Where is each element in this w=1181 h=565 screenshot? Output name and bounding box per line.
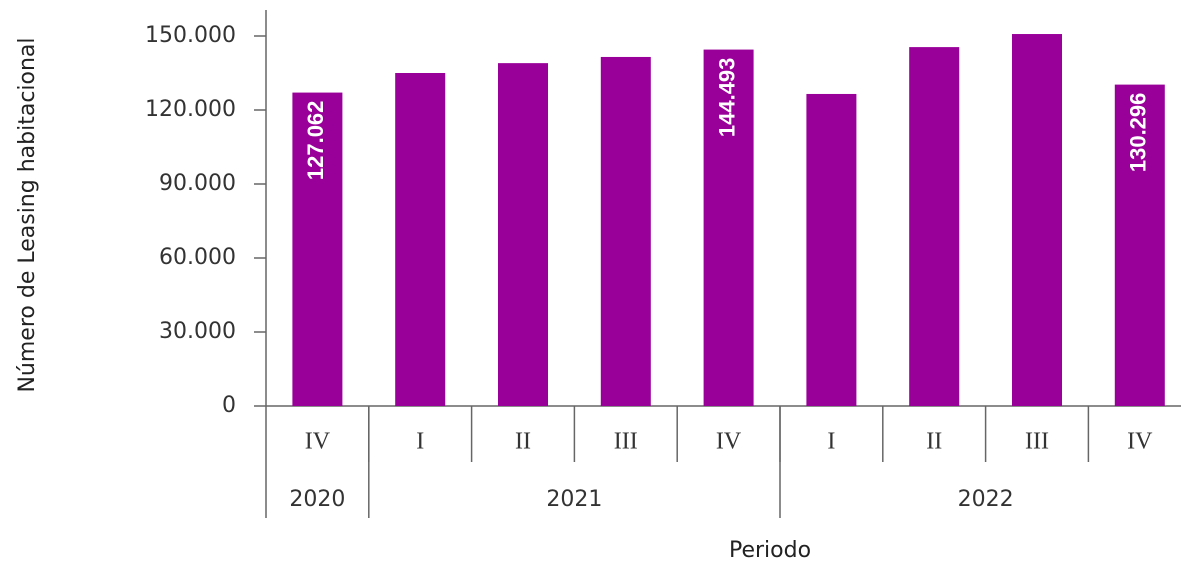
y-tick-label: 90.000 [159, 171, 236, 196]
value-label: 127.062 [303, 101, 328, 181]
y-axis-label: Número de Leasing habitacional [15, 37, 40, 392]
y-tick-label: 60.000 [159, 245, 236, 270]
value-label: 130.296 [1126, 93, 1151, 173]
y-tick-label: 30.000 [159, 319, 236, 344]
bar [600, 56, 651, 406]
group-label: 2020 [289, 487, 345, 512]
x-tick-label: IV [1127, 429, 1153, 455]
bar [806, 93, 857, 406]
y-tick-label: 150.000 [145, 23, 236, 48]
x-tick-label: IV [716, 429, 742, 455]
bar [395, 73, 446, 406]
x-axis-label: Periodo [729, 538, 811, 563]
bar [292, 92, 343, 407]
bar [498, 63, 548, 407]
x-tick-label: IV [305, 429, 331, 455]
x-tick-label: II [515, 429, 531, 455]
bar [703, 49, 754, 407]
x-tick-label: III [614, 429, 638, 455]
x-tick-label: II [926, 429, 942, 455]
bar [1012, 34, 1062, 406]
value-label: 144.493 [714, 58, 739, 138]
x-tick-label: I [416, 429, 424, 455]
y-tick-label: 0 [222, 393, 236, 418]
y-tick-label: 120.000 [145, 97, 236, 122]
group-label: 2021 [546, 487, 602, 512]
group-label: 2022 [958, 487, 1014, 512]
bar [1114, 84, 1165, 406]
bar [909, 47, 960, 406]
x-tick-label: I [827, 429, 835, 455]
x-tick-label: III [1025, 429, 1049, 455]
